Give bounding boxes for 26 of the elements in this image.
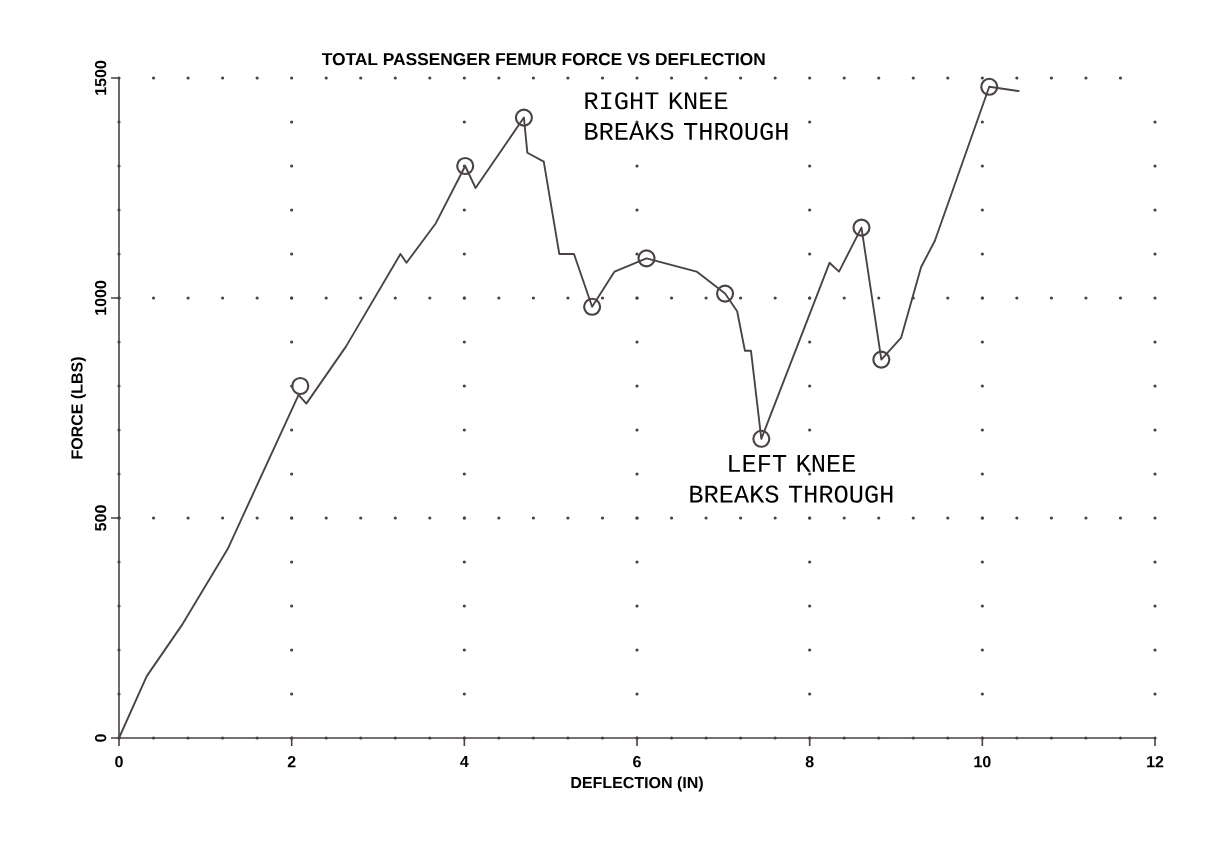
x-tick-label: 4	[460, 756, 469, 768]
x-tick-label: 2	[287, 756, 296, 768]
chart-title: TOTAL PASSENGER FEMUR FORCE VS DEFLECTION	[321, 53, 765, 66]
y-tick-label: 0	[94, 734, 107, 742]
point	[872, 350, 891, 369]
point	[637, 249, 656, 268]
x-axis-title: DEFLECTION (IN)	[571, 776, 703, 792]
point	[716, 284, 735, 303]
x-tick-label: 10	[974, 756, 991, 768]
x-tick-label: 6	[633, 756, 641, 768]
y-axis-title: FORCE (LBS)	[70, 357, 86, 459]
y-tick-label: 500	[94, 505, 107, 531]
point	[456, 156, 475, 176]
point	[852, 218, 871, 237]
x-tick-label: 8	[805, 756, 814, 768]
annotation: RIGHT KNEE BREAKS THROUGH	[585, 92, 788, 140]
y-tick-label: 1000	[94, 280, 107, 315]
point	[980, 77, 999, 96]
x-tick-label: 0	[115, 756, 123, 768]
point	[583, 297, 602, 316]
y-tick-label: 1500	[94, 60, 107, 95]
annotation: LEFT KNEE BREAKS THROUGH	[690, 455, 893, 503]
point	[291, 376, 310, 396]
x-tick-label: 12	[1147, 756, 1164, 768]
point	[752, 429, 771, 448]
point	[514, 108, 533, 127]
